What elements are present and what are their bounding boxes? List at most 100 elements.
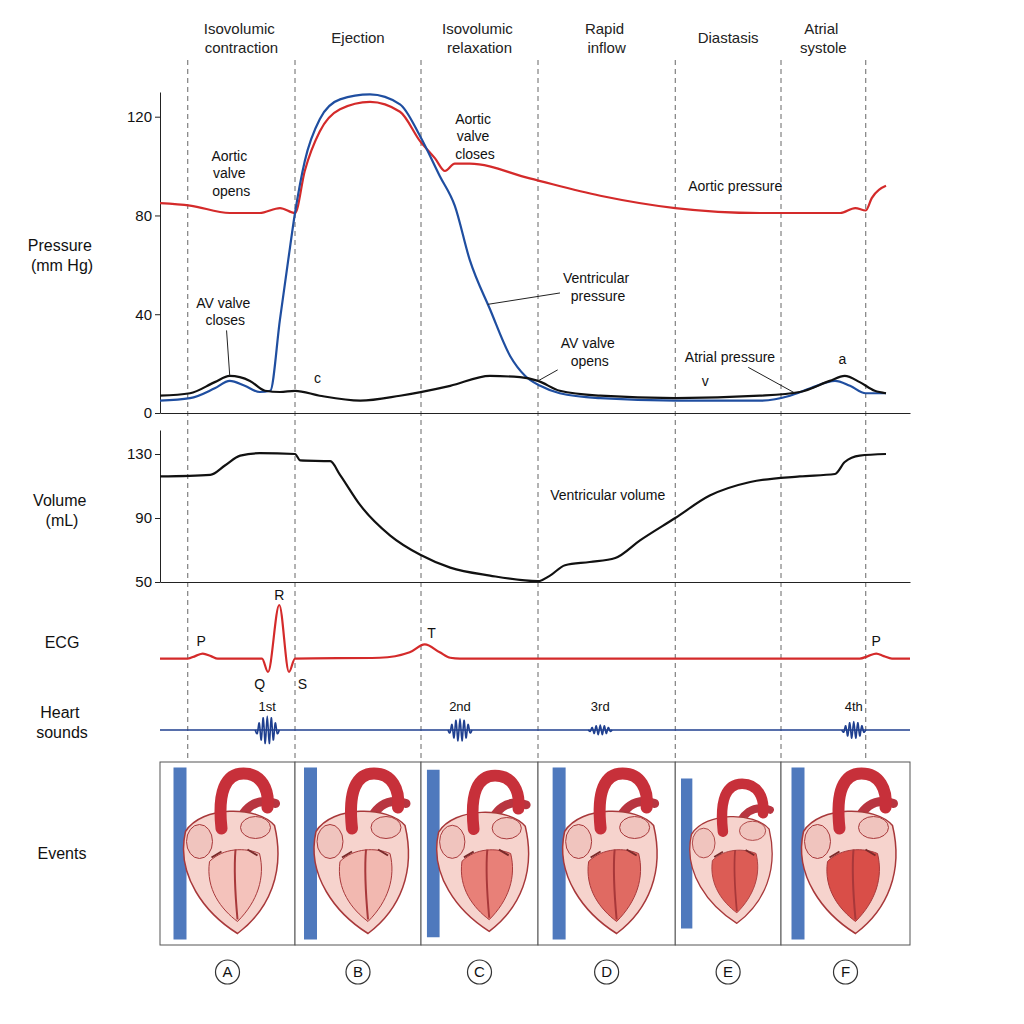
text-line: Diastasis [698,29,759,46]
valves [212,850,258,858]
text-line: ECG [45,634,80,651]
text-line: Isovolumic [204,20,279,37]
y-tick: 130 [127,445,160,462]
y-axis-line [160,93,161,414]
leader-line [538,370,558,381]
text-line: systole [800,39,847,56]
text-line: Pressure [28,237,96,254]
text-line: Heart [40,704,84,721]
right-atrium [317,825,343,859]
heart-sound [588,725,612,735]
text-line: pressure [571,288,626,304]
cardiac-cycle-chart: Isovolumic contraction Ejection Isovolumic… [0,0,1024,1024]
annotation: AV valve opens [561,335,619,369]
tick-mark [155,518,160,519]
right-atrium [440,825,465,858]
annotation: Q [254,676,265,692]
septum [734,850,736,911]
text-line: Isovolumic [442,20,517,37]
series-line [160,376,886,401]
text-line: P [197,633,206,649]
text-line: Atrial pressure [685,349,775,365]
annotation: Aortic pressure [688,178,782,194]
event-letter: D [601,963,612,980]
septum [235,850,238,920]
phase-label: Ejection [331,29,384,46]
text-line: Aortic pressure [688,178,782,194]
phase-label: Isovolumic relaxation [442,20,517,56]
annotation: P [872,633,881,649]
heart-sound [255,716,279,744]
event-panel [538,762,675,945]
event-letter-circle [216,960,240,984]
right-atrium [805,825,831,859]
annotation: Ventricular volume [550,487,665,503]
event-letter: B [353,963,363,980]
tick-mark [155,454,160,455]
x-axis [161,582,911,583]
text-line: closes [455,146,495,162]
heart-body [563,811,657,933]
right-atrium [692,828,715,858]
left-atrium [371,817,401,839]
plot-area [160,94,886,400]
phase-boundary [421,60,422,762]
text-line: inflow [587,39,626,56]
y-axis-line [160,431,161,583]
text-line: (mm Hg) [31,257,93,274]
text-line: Rapid [585,20,628,37]
sound-label: 2nd [449,699,471,714]
left-atrium [739,821,765,840]
y-axis: 04080120 [127,93,161,422]
phase-boundaries [188,60,866,762]
event-letter: C [474,963,485,980]
tick-label: 120 [127,108,152,125]
text-line: Ventricular volume [550,487,665,503]
text-line: P [872,633,881,649]
phase-label: Isovolumic contraction [204,20,279,56]
phase-label: Rapid inflow [585,20,628,56]
text-line: Atrial [804,20,842,37]
panel-label: Heart sounds [36,704,88,741]
tick-label: 50 [135,573,152,590]
y-tick: 50 [135,573,160,590]
annotation: R [274,587,284,603]
event-panel [675,762,781,945]
y-tick: 80 [135,207,160,224]
ventricle [712,850,758,913]
sound-label: 1st [259,699,277,714]
left-atrium [241,817,271,839]
panel-label: Pressure (mm Hg) [28,237,96,274]
left-atrium [620,817,650,839]
leader-line [748,367,795,393]
tick-mark [155,117,160,118]
phase-boundary [675,60,676,762]
text-line: T [427,625,436,641]
y-tick: 90 [135,509,160,526]
text-line: Ejection [331,29,384,46]
right-atrium [566,825,592,859]
annotation: Aortic valve opens [211,148,251,199]
series-line [160,453,886,581]
septum [486,850,489,918]
heart-illustration [304,768,408,940]
septum [853,850,856,920]
text-line: valve [457,128,494,144]
heart-body [690,817,772,924]
annotation: T [427,625,436,641]
septum [365,850,368,920]
tick-label: 0 [144,404,152,421]
text-line: Q [254,676,265,692]
valves [714,850,754,857]
x-axis-line [161,413,911,414]
event-letter-circle [716,960,740,984]
sound-label: 4th [845,699,863,714]
tick-mark [155,314,160,315]
annotation: v [702,373,709,389]
heart-body [437,812,529,931]
heart-illustration [427,770,529,937]
tick-label: 80 [135,207,152,224]
annotation: P [197,633,206,649]
sound-label: 3rd [591,699,610,714]
series-line [160,94,886,400]
